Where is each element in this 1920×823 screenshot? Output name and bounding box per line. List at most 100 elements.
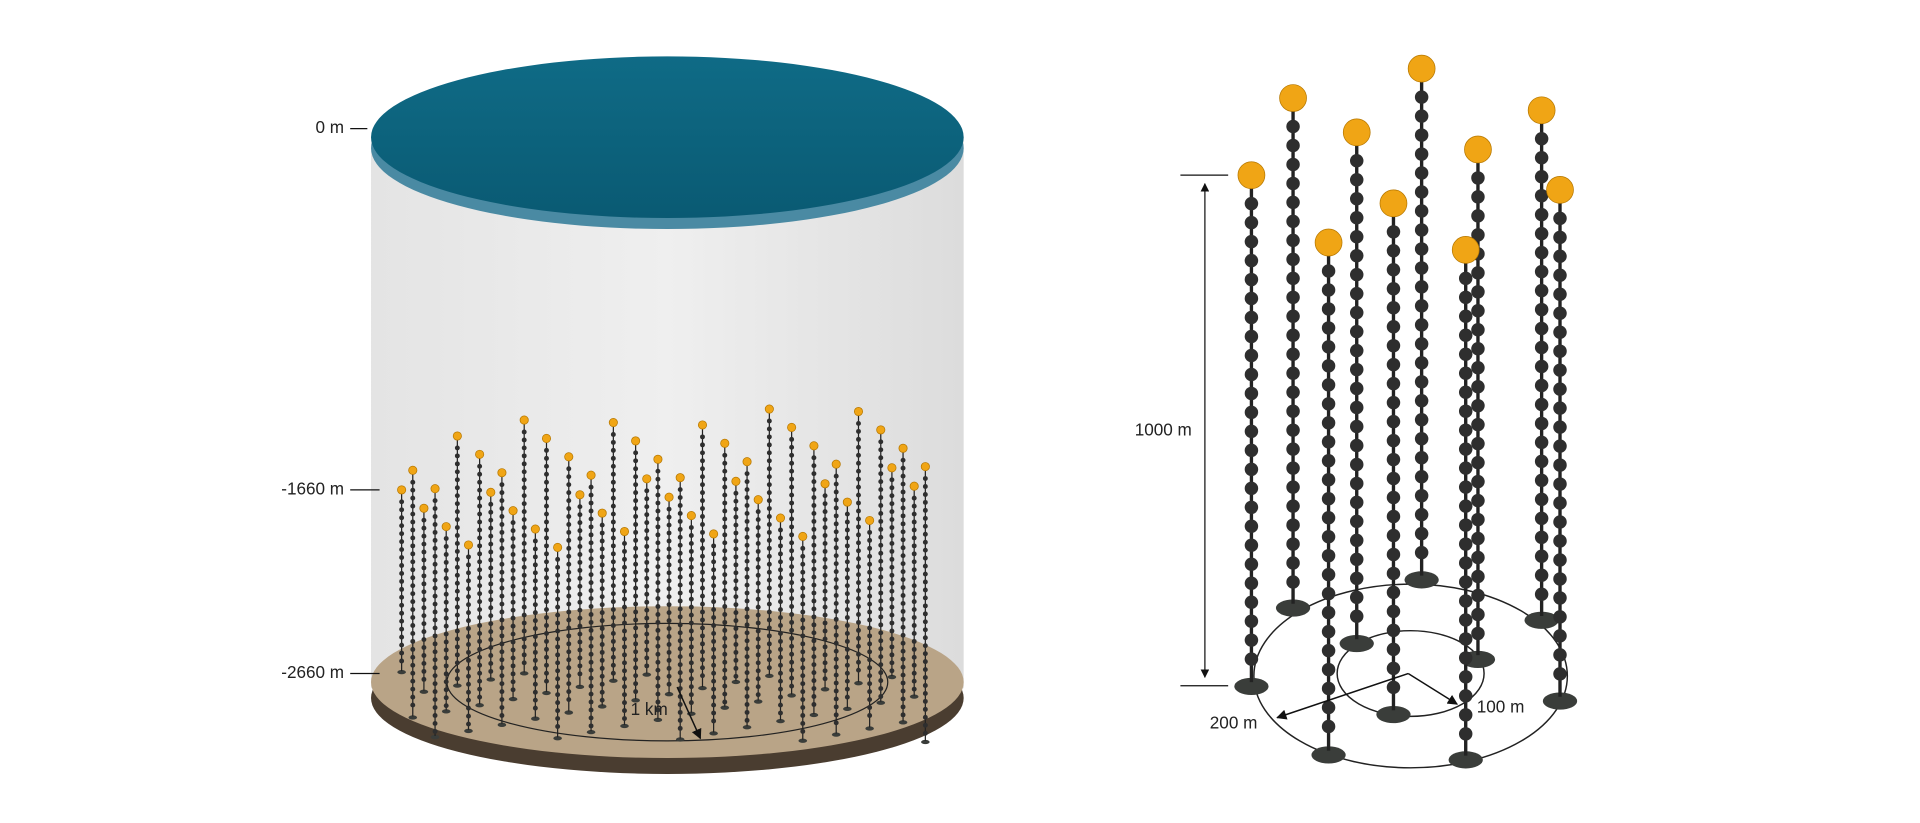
- optical-module: [421, 525, 427, 531]
- string-anchor: [642, 672, 652, 677]
- optical-module: [911, 567, 917, 573]
- optical-module: [722, 635, 728, 641]
- optical-module: [922, 484, 928, 489]
- optical-module: [432, 537, 438, 543]
- optical-module: [610, 487, 616, 493]
- optical-module: [922, 619, 928, 625]
- optical-module: [833, 688, 839, 694]
- optical-module: [521, 628, 527, 634]
- optical-module: [521, 461, 527, 467]
- optical-module: [677, 510, 683, 516]
- optical-module: [532, 546, 538, 552]
- optical-module: [822, 540, 828, 546]
- optical-module: [800, 585, 806, 591]
- optical-module: [1244, 462, 1259, 477]
- buoy: [709, 529, 719, 539]
- optical-module: [510, 671, 516, 677]
- optical-module: [711, 567, 717, 573]
- optical-module: [1471, 360, 1485, 375]
- optical-module: [889, 620, 895, 626]
- optical-module: [443, 607, 449, 613]
- optical-module: [867, 697, 873, 703]
- optical-module: [421, 597, 427, 603]
- optical-module: [622, 708, 627, 714]
- optical-module: [644, 552, 650, 557]
- optical-module: [1286, 233, 1300, 248]
- optical-module: [700, 458, 705, 464]
- optical-module: [666, 530, 672, 536]
- optical-module: [822, 572, 828, 578]
- optical-module: [588, 659, 594, 665]
- optical-module: [800, 673, 806, 679]
- optical-module: [577, 512, 583, 518]
- buoy: [1279, 84, 1307, 112]
- optical-module: [822, 517, 828, 523]
- optical-module: [588, 619, 594, 625]
- optical-module: [1386, 680, 1401, 695]
- optical-module: [555, 692, 561, 698]
- optical-module: [688, 700, 694, 706]
- optical-module: [766, 434, 772, 440]
- optical-module: [1386, 452, 1401, 467]
- optical-module: [544, 615, 549, 620]
- optical-module: [922, 683, 928, 688]
- optical-module: [1553, 382, 1567, 396]
- optical-module: [1553, 249, 1567, 264]
- optical-module: [577, 544, 583, 549]
- optical-module: [499, 569, 505, 575]
- radius-label: 200 m: [1210, 712, 1258, 732]
- optical-module: [454, 493, 460, 499]
- optical-module: [778, 583, 783, 589]
- optical-module: [867, 569, 873, 575]
- optical-module: [599, 594, 605, 600]
- optical-module: [421, 589, 427, 595]
- optical-module: [778, 686, 783, 692]
- optical-module: [1553, 667, 1567, 681]
- optical-module: [466, 554, 471, 560]
- optical-module: [1414, 337, 1429, 351]
- optical-module: [856, 651, 861, 657]
- optical-module: [811, 503, 817, 508]
- optical-module: [867, 617, 873, 623]
- optical-module: [544, 630, 549, 636]
- optical-module: [1286, 404, 1300, 418]
- optical-module: [744, 471, 750, 477]
- optical-module: [521, 517, 527, 523]
- optical-module: [800, 625, 806, 631]
- optical-module: [766, 450, 772, 456]
- buoy: [564, 452, 574, 462]
- optical-module: [833, 489, 839, 495]
- buoy: [831, 459, 841, 469]
- optical-module: [588, 532, 594, 538]
- buoy: [787, 422, 797, 432]
- optical-module: [789, 532, 795, 538]
- optical-module: [677, 503, 683, 508]
- optical-module: [700, 498, 705, 504]
- optical-module: [811, 534, 817, 540]
- optical-module: [532, 562, 538, 568]
- buoy: [920, 462, 930, 472]
- optical-module: [566, 657, 572, 663]
- optical-module: [622, 540, 627, 546]
- optical-module: [711, 543, 717, 549]
- optical-module: [889, 588, 895, 594]
- optical-module: [1321, 586, 1336, 601]
- optical-module: [922, 563, 928, 569]
- optical-module: [800, 545, 806, 551]
- optical-module: [644, 655, 650, 661]
- optical-module: [599, 618, 605, 624]
- optical-module: [789, 460, 795, 466]
- optical-module: [454, 477, 460, 483]
- optical-module: [510, 575, 516, 581]
- string-anchor: [397, 670, 406, 675]
- optical-module: [911, 654, 917, 660]
- string-anchor: [475, 703, 484, 708]
- optical-module: [443, 567, 449, 573]
- optical-module: [688, 652, 694, 658]
- optical-module: [856, 524, 861, 530]
- optical-module: [555, 652, 561, 658]
- optical-module: [722, 683, 728, 689]
- optical-module: [811, 686, 817, 691]
- optical-module: [588, 627, 594, 633]
- optical-module: [655, 484, 661, 490]
